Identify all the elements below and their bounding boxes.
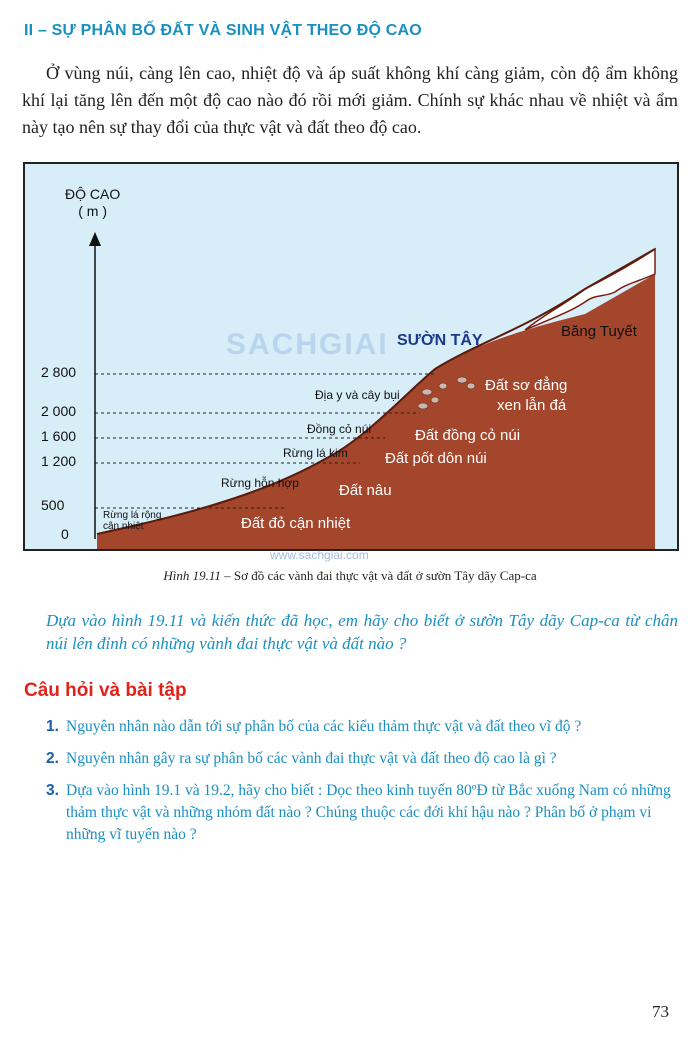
mountain-soil-body: [97, 274, 655, 549]
watermark: SACHGIAI: [226, 328, 389, 361]
tick-2000: 2 000: [41, 403, 77, 419]
y-axis-title: ĐỘ CAO ( m ): [65, 186, 120, 220]
belt-broadleaf: Rừng lá rộng cận nhiệt: [103, 510, 161, 532]
belt-broadleaf-line1: Rừng lá rộng: [103, 510, 162, 521]
belt-shrubs: Địa y và cây bụi: [315, 388, 400, 402]
soil-brown: Đất nâu: [339, 482, 392, 499]
y-axis-title-line1: ĐỘ CAO: [65, 186, 121, 202]
mountain-outline: [96, 248, 656, 535]
figure-question: Dựa vào hình 19.11 và kiến thức đã học, …: [46, 611, 678, 653]
exercise-item: 3. Dựa vào hình 19.1 và 19.2, hãy cho bi…: [46, 780, 678, 846]
tick-500: 500: [41, 497, 65, 513]
exercise-item: 1. Nguyên nhân nào dẫn tới sự phân bố củ…: [46, 716, 678, 738]
exercise-number: 3.: [46, 782, 59, 799]
belt-broadleaf-line2: cận nhiệt: [103, 521, 144, 532]
watermark-url: www.sachgiai.com: [270, 548, 369, 562]
exercise-text: Nguyên nhân gây ra sự phân bố các vành đ…: [66, 750, 557, 767]
page-number: 73: [652, 1002, 669, 1021]
exercise-title: Câu hỏi và bài tập: [24, 680, 187, 701]
caption-label: Hình 19.11: [163, 568, 221, 583]
mountain-illustration: [89, 232, 656, 549]
exercise-number: 1.: [46, 718, 59, 735]
soil-primitive-line1: Đất sơ đẳng: [485, 377, 568, 394]
soil-podzol: Đất pốt dôn núi: [385, 450, 487, 467]
soil-primitive-line2: xen lẫn đá: [497, 397, 567, 414]
rock-clusters: [417, 376, 476, 410]
y-axis-title-unit: ( m ): [78, 203, 107, 219]
exercise-number: 2.: [46, 750, 59, 767]
belt-mixed: Rừng hỗn hợp: [221, 476, 299, 490]
snow-label: Băng Tuyết: [561, 323, 637, 340]
intro-paragraph: Ở vùng núi, càng lên cao, nhiệt độ và áp…: [22, 63, 678, 137]
figure-caption: Hình 19.11 – Sơ đồ các vành đai thực vật…: [0, 568, 700, 584]
exercise-list: 1. Nguyên nhân nào dẫn tới sự phân bố củ…: [46, 716, 678, 856]
tick-0: 0: [61, 526, 69, 542]
soil-red: Đất đỏ cận nhiệt: [241, 515, 351, 532]
caption-text: – Sơ đồ các vành đai thực vật và đất ở s…: [220, 568, 537, 583]
altitude-belt-diagram: ĐỘ CAO ( m ) 2 800 2 000 1 600 1 200 500…: [23, 162, 679, 551]
exercise-item: 2. Nguyên nhân gây ra sự phân bố các vàn…: [46, 748, 678, 770]
tick-1200: 1 200: [41, 453, 77, 469]
altitude-guide-lines: [95, 373, 435, 509]
section-title: II – SỰ PHÂN BỐ ĐẤT VÀ SINH VẬT THEO ĐỘ …: [24, 22, 422, 39]
belt-conifer: Rừng lá kim: [283, 446, 348, 460]
exercise-text: Dựa vào hình 19.1 và 19.2, hãy cho biết …: [66, 782, 671, 843]
exercise-text: Nguyên nhân nào dẫn tới sự phân bố của c…: [66, 718, 582, 735]
soil-meadow: Đất đồng cỏ núi: [415, 427, 521, 444]
soil-primitive: Đất sơ đẳng xen lẫn đá: [485, 376, 567, 416]
belt-meadow: Đồng cỏ núi: [307, 422, 372, 436]
y-axis-arrow: [89, 232, 101, 246]
tick-1600: 1 600: [41, 428, 77, 444]
tick-2800: 2 800: [41, 364, 77, 380]
slope-title: SƯỜN TÂY: [397, 332, 483, 349]
